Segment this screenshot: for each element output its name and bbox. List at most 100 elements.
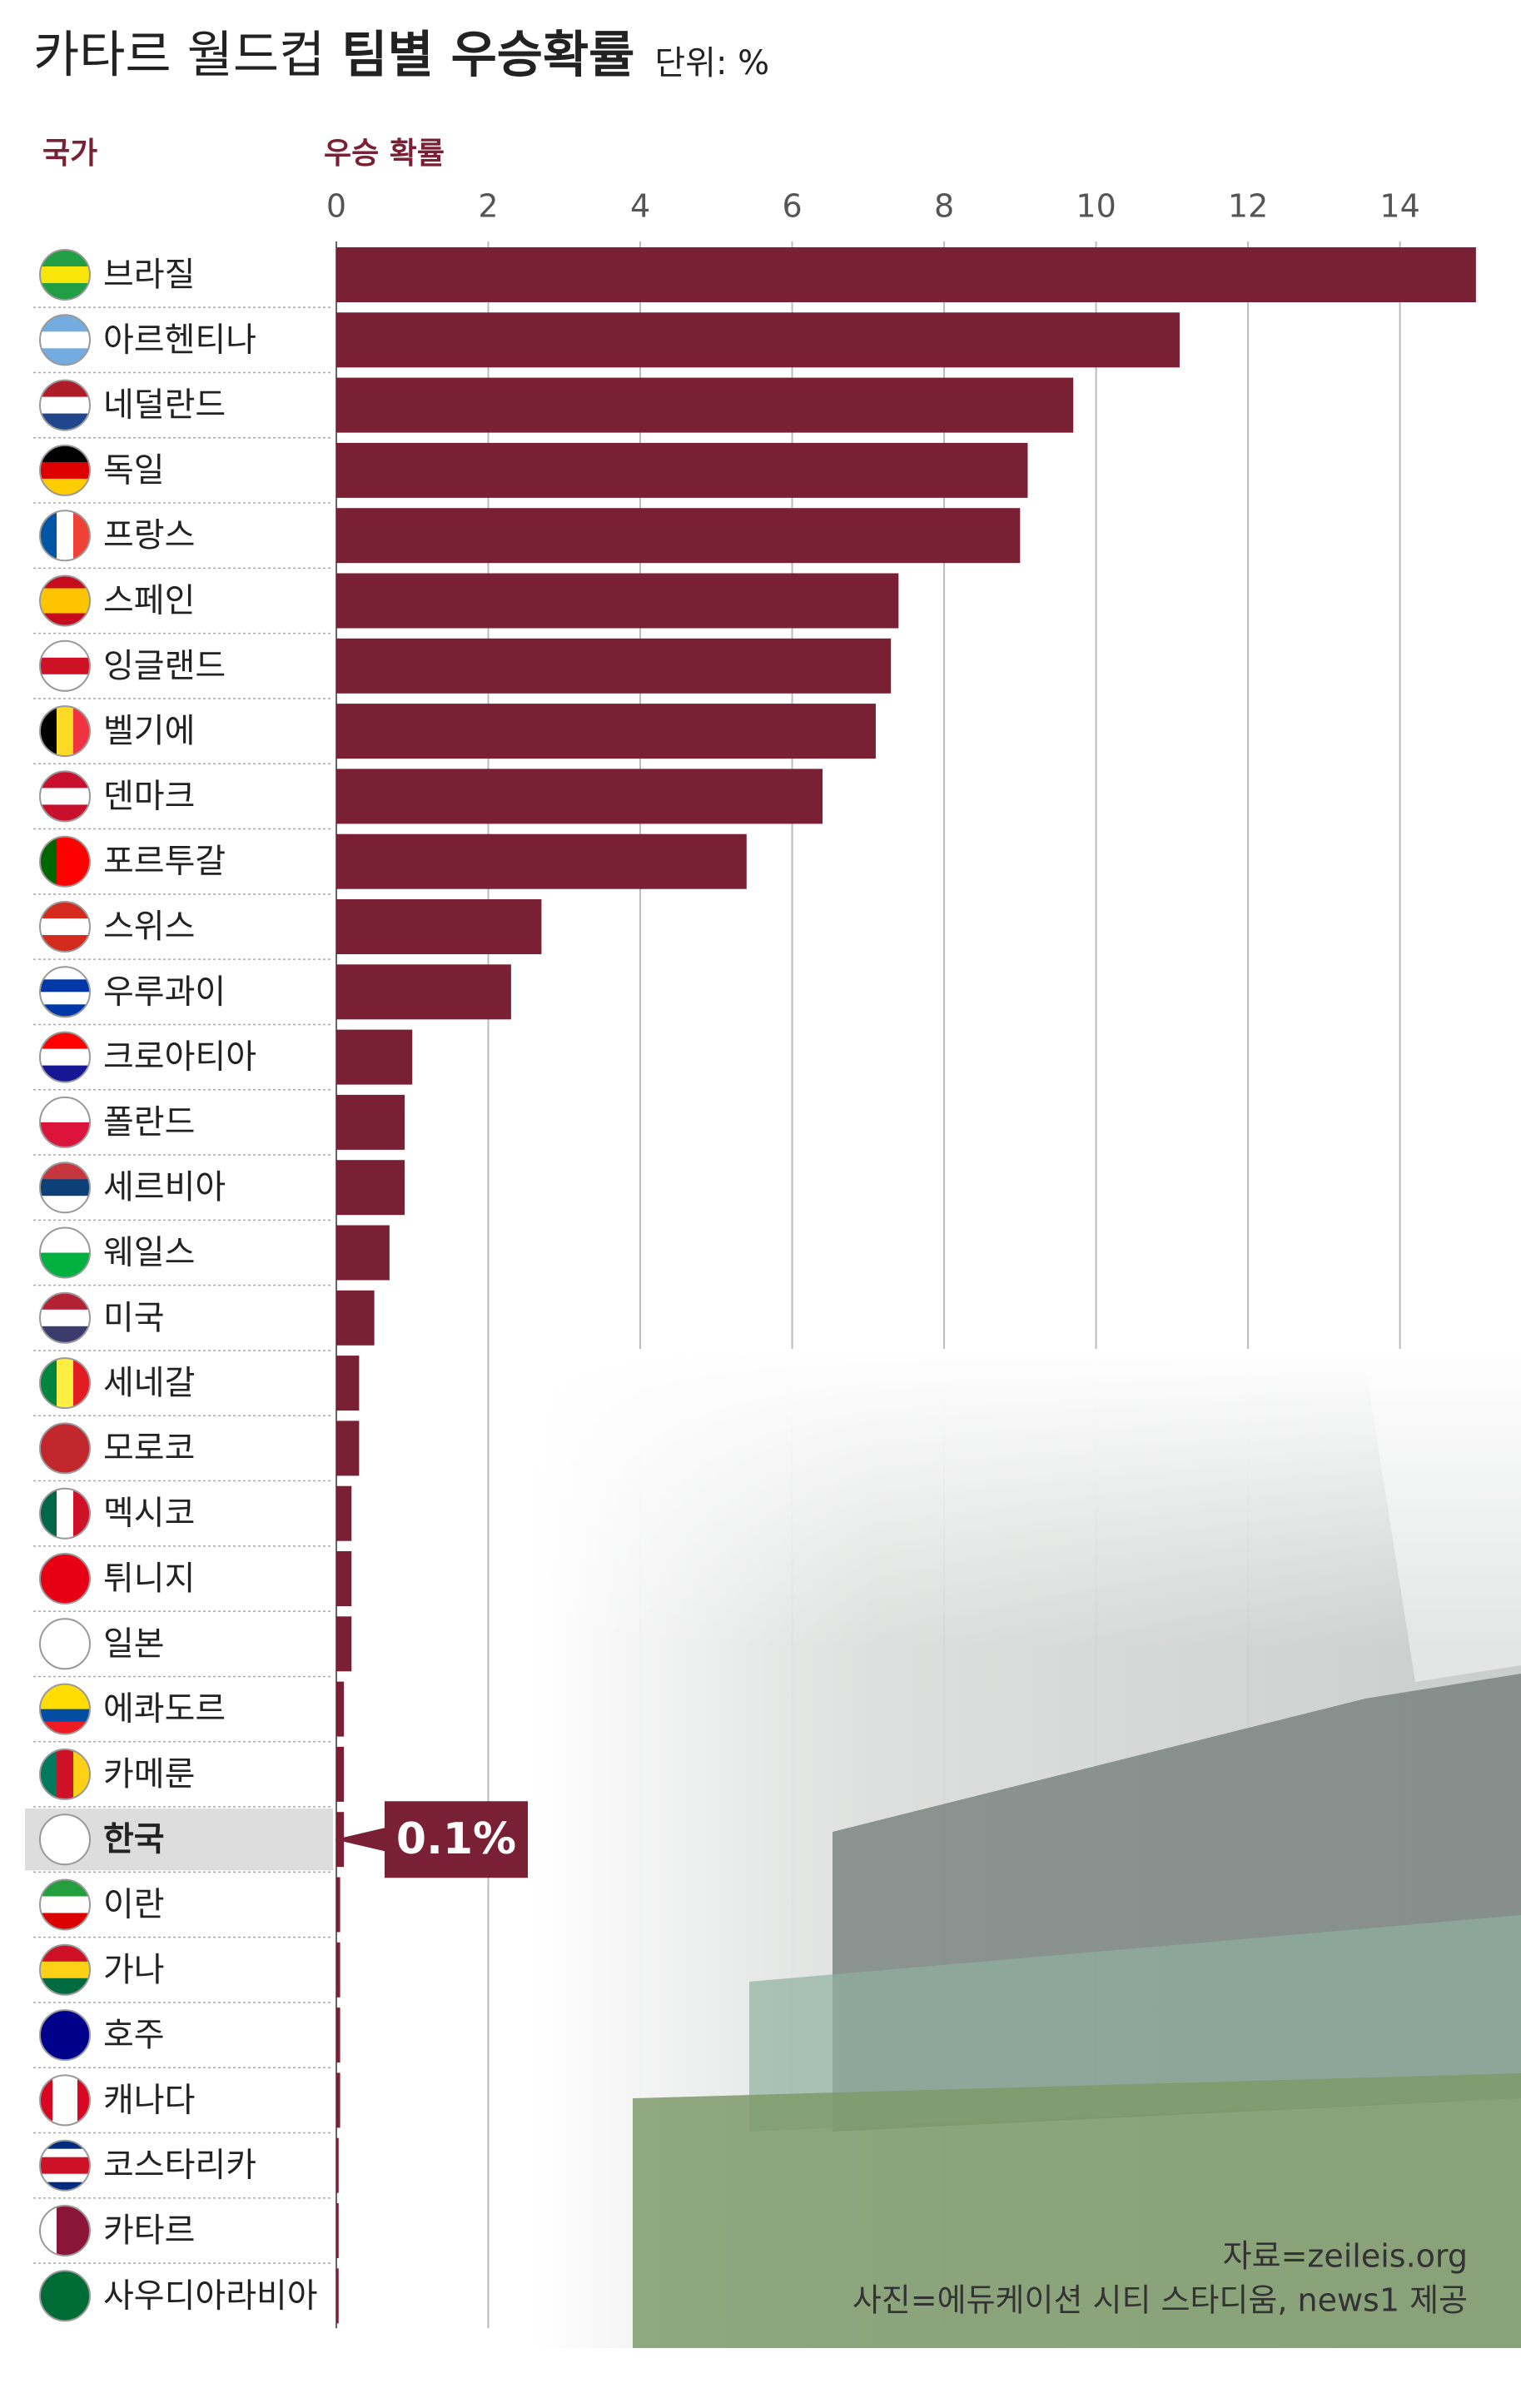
y-tick-label: 멕시코 — [103, 1495, 195, 1533]
flag-border — [39, 1813, 91, 1866]
x-tick-label: 8 — [934, 188, 954, 225]
bar — [336, 769, 823, 824]
flag-stripe — [40, 1749, 57, 1799]
y-tick-label: 포르투갈 — [103, 843, 226, 881]
flag-border — [39, 1422, 91, 1475]
flag-border — [39, 1357, 91, 1410]
y-tick-label: 잉글랜드 — [103, 647, 226, 685]
flag-border — [39, 575, 91, 627]
flag-border — [39, 2009, 91, 2062]
flag-stripe — [40, 1048, 90, 1067]
flag-stripe — [57, 510, 74, 561]
flag-border — [39, 966, 91, 1018]
flag-stripe — [52, 2075, 66, 2126]
y-tick-label: 한국 — [103, 1820, 165, 1858]
flag-stripe — [40, 657, 90, 675]
chart-title: 카타르 월드컵 — [33, 27, 325, 85]
y-tick-label: 네덜란드 — [103, 386, 226, 425]
flag-border — [39, 249, 91, 301]
flag-icon — [40, 2271, 90, 2321]
bar — [336, 1160, 405, 1216]
flag-icon — [40, 2010, 90, 2061]
flag-border — [39, 1878, 91, 1931]
flag-stripe — [40, 1619, 90, 1669]
flag-stripe — [40, 1814, 90, 1865]
flag-stripe — [57, 706, 74, 757]
flag-icon — [40, 1619, 90, 1669]
y-tick-label: 이란 — [103, 1886, 165, 1924]
flag-stripe — [57, 836, 74, 887]
flag-stripe — [40, 1309, 90, 1327]
bar — [336, 1290, 375, 1346]
flag-stripe — [40, 2010, 90, 2061]
y-tick-label: 캐나다 — [103, 2081, 195, 2119]
bar — [336, 247, 1476, 302]
bar — [336, 508, 1021, 564]
y-tick-label: 독일 — [103, 451, 165, 490]
flag-stripe — [40, 2206, 57, 2256]
bar — [336, 899, 542, 954]
flag-stripe — [40, 1292, 90, 1311]
flag-border — [39, 705, 91, 758]
flag-border — [39, 1096, 91, 1148]
y-tick-label: 덴마크 — [103, 777, 195, 815]
flag-border — [39, 2270, 91, 2322]
source: 자료=zeileis.org — [1223, 2238, 1468, 2275]
flag-stripe — [40, 1961, 90, 1979]
y-tick-label: 프랑스 — [103, 516, 195, 555]
flag-stripe — [40, 1554, 90, 1604]
flag-stripe — [40, 600, 90, 614]
y-tick-label: 사우디아라비아 — [103, 2276, 318, 2315]
flag-border — [39, 835, 91, 888]
flag-stripe — [40, 1423, 90, 1474]
flag-border — [39, 444, 91, 496]
photo-credit: 사진=에듀케이션 시티 스타디움, news1 제공 — [852, 2282, 1468, 2319]
flag-border — [39, 1943, 91, 1996]
flag-stripe — [40, 2140, 90, 2150]
flag-stripe — [57, 2206, 74, 2256]
flag-stripe — [40, 2173, 90, 2183]
bar — [336, 1485, 352, 1541]
flag-stripe — [40, 380, 90, 398]
bar — [336, 2268, 339, 2324]
value-axis-label: 우승 확률 — [324, 137, 445, 171]
flag-border — [39, 639, 91, 692]
flag-stripe — [40, 1162, 90, 1180]
flag-stripe — [40, 788, 90, 805]
flag-icon — [40, 1554, 90, 1604]
flag-stripe — [57, 1488, 74, 1539]
flag-stripe — [40, 706, 57, 757]
x-tick-label: 6 — [782, 188, 802, 225]
flag-border — [39, 1226, 91, 1279]
flag-stripe — [65, 2075, 78, 2126]
bar — [336, 704, 876, 759]
bar — [336, 1356, 360, 1411]
x-tick-label: 12 — [1228, 188, 1268, 225]
flag-stripe — [40, 2271, 90, 2321]
y-tick-label: 카메룬 — [103, 1755, 195, 1794]
flag-border — [39, 510, 91, 562]
flag-stripe — [40, 1488, 57, 1539]
x-tick-label: 10 — [1076, 188, 1116, 225]
x-tick-label: 14 — [1379, 188, 1419, 225]
bar — [336, 2203, 339, 2258]
flag-stripe — [40, 918, 90, 936]
flag-stripe — [40, 331, 90, 349]
bar — [336, 638, 892, 694]
y-tick-label: 스페인 — [103, 582, 195, 620]
chart-title-bold: 팀별 우승확률 — [341, 27, 634, 85]
flag-stripe — [40, 1944, 90, 1963]
y-tick-label: 미국 — [103, 1299, 165, 1337]
bar — [336, 2137, 339, 2193]
bar — [336, 312, 1180, 368]
y-tick-label: 일본 — [103, 1624, 165, 1663]
flag-icon — [40, 1423, 90, 1474]
y-tick-label: 스위스 — [103, 908, 195, 946]
flag-stripe — [40, 588, 90, 601]
y-tick-label: 코스타리카 — [103, 2147, 256, 2185]
flag-border — [39, 1487, 91, 1540]
flag-stripe — [40, 1896, 90, 1913]
flag-stripe — [40, 2148, 90, 2158]
y-tick-label: 세네갈 — [103, 1364, 195, 1402]
flag-stripe — [40, 396, 90, 415]
